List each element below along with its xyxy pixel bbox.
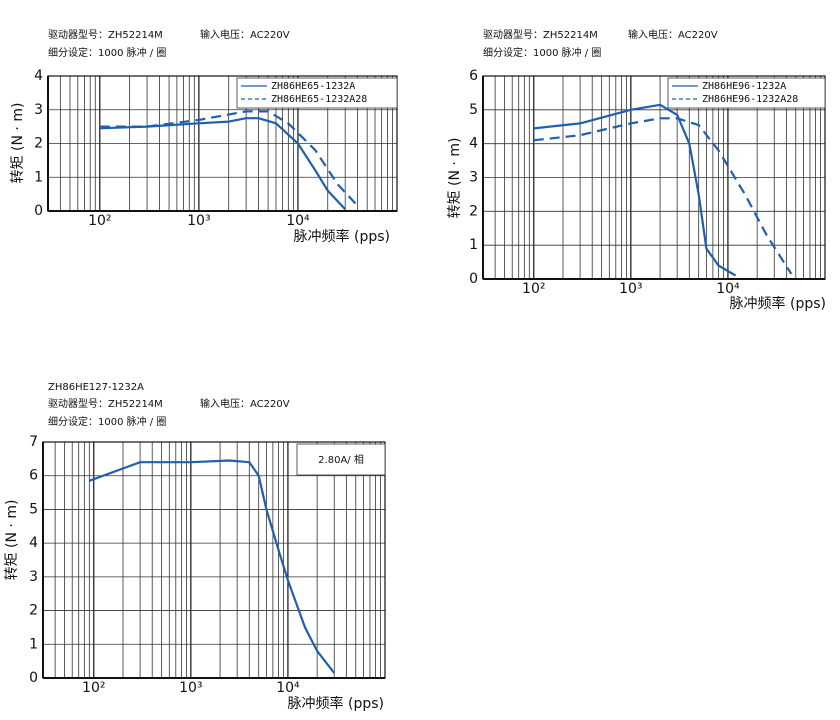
x-axis-label: 脉冲频率 (pps) [294,228,390,245]
series-line [99,110,359,207]
annotation: 输入电压：AC220V [200,397,290,410]
y-tick-label: 7 [29,434,38,450]
y-axis-label: 转矩 (N · m) [447,138,463,219]
x-tick-label: 10⁴ [716,281,740,297]
annotation: 输入电压：AC220V [628,28,718,41]
y-tick-label: 3 [34,102,43,118]
y-tick-label: 1 [29,636,38,652]
annotation: 驱动器型号：ZH52214M [48,28,163,41]
y-tick-label: 0 [29,670,38,686]
annotation-box [296,443,386,476]
legend-box [667,77,826,109]
x-tick-label: 10³ [619,281,642,297]
annotation: 细分设定：1000 脉冲 / 圈 [48,415,166,428]
y-tick-label: 4 [469,136,478,152]
y-tick-label: 1 [34,169,43,185]
annotation: 细分设定：1000 脉冲 / 圈 [48,46,166,59]
y-tick-label: 0 [469,271,478,287]
x-axis-label: 脉冲频率 (pps) [288,695,384,712]
x-tick-label: 10⁴ [286,213,310,229]
y-tick-label: 4 [34,68,43,84]
y-tick-label: 1 [469,237,478,253]
y-axis-label: 转矩 (N · m) [4,500,20,581]
x-tick-label: 10³ [179,680,202,696]
x-tick-label: 10⁴ [276,680,300,696]
annotation: 细分设定：1000 脉冲 / 圈 [483,46,601,59]
y-tick-label: 3 [469,170,478,186]
annotation: 2.80A/ 相 [318,453,364,466]
x-tick-label: 10² [522,281,545,297]
y-tick-label: 3 [29,569,38,585]
chart-title: ZH86HE127-1232A [48,382,144,393]
plot-area [43,442,385,678]
y-axis-label: 转矩 (N · m) [10,103,26,184]
annotation: 驱动器型号：ZH52214M [483,28,598,41]
annotation: 输入电压：AC220V [200,28,290,41]
y-tick-label: 2 [34,136,43,152]
y-tick-label: 2 [29,603,38,619]
annotation: 驱动器型号：ZH52214M [48,397,163,410]
legend-label: ZH86HE96-1232A [702,81,786,92]
y-tick-label: 4 [29,535,38,551]
series-line [99,117,347,211]
x-axis-label: 脉冲频率 (pps) [730,295,826,312]
y-tick-label: 6 [469,68,478,84]
y-tick-label: 2 [469,203,478,219]
series-line [533,103,737,277]
legend-label: ZH86HE65-1232A28 [271,94,367,105]
legend-label: ZH86HE96-1232A28 [702,94,798,105]
series-line [533,117,793,275]
y-tick-label: 5 [29,501,38,517]
x-tick-label: 10³ [187,213,210,229]
y-tick-label: 0 [34,203,43,219]
y-tick-label: 5 [469,102,478,118]
series-line [88,459,336,674]
legend-box [236,77,398,109]
x-tick-label: 10² [82,680,105,696]
legend-label: ZH86HE65-1232A [271,81,355,92]
y-tick-label: 6 [29,468,38,484]
x-tick-label: 10² [88,213,111,229]
